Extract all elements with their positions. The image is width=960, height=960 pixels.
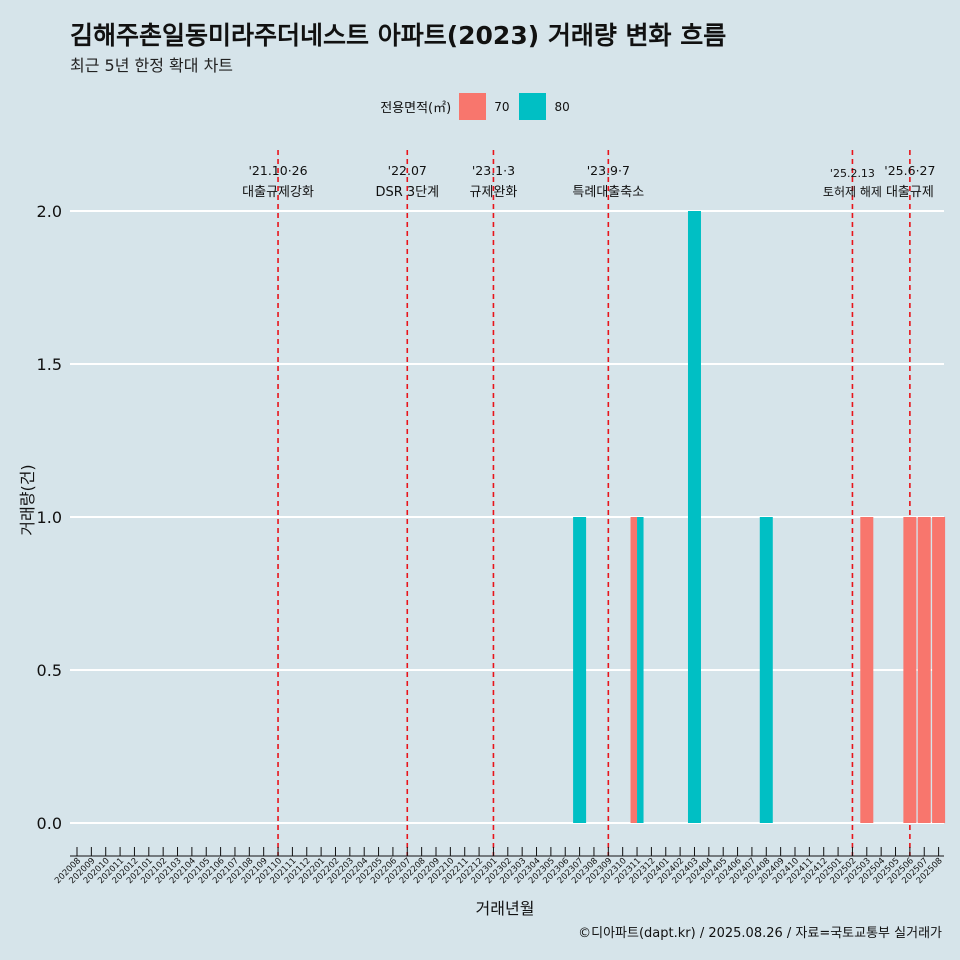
y-tick-label: 0.5 [37,661,62,680]
y-tick-label: 1.0 [37,508,62,527]
legend-label-80: 80 [554,99,570,114]
event-date: '21.10·26 [248,163,307,178]
event-date: '23.9·7 [587,163,630,178]
x-axis-label: 거래년월 [476,899,535,918]
y-tick-label: 0.0 [37,814,62,833]
bar-80-202311 [637,517,644,823]
event-date: '23.1·3 [472,163,515,178]
event-date: '22.07 [388,163,427,178]
event-label: 대출규제 [886,185,934,200]
legend: 전용면적(㎡) 70 80 [0,93,960,120]
chart-subtitle: 최근 5년 한정 확대 차트 [70,56,234,75]
event-label: DSR 3단계 [375,185,439,200]
bar-80-202408 [759,517,773,823]
event-label: 규제완화 [470,185,518,200]
event-label: 대출규제강화 [242,185,314,200]
event-label: 토허제 해제 [823,185,882,199]
bar-70-202311 [630,517,638,823]
source-caption: ©디아파트(dapt.kr) / 2025.08.26 / 자료=국토교통부 실… [578,926,942,941]
bar-70-202506 [903,517,917,823]
bar-70-202508 [932,517,946,823]
bar-80-202307 [573,517,587,823]
event-label: 특례대출축소 [572,185,644,200]
event-date: '25.6·27 [884,163,935,178]
legend-title: 전용면적(㎡) [380,101,452,116]
bar-70-202507 [917,517,931,823]
y-tick-label: 2.0 [37,202,62,221]
legend-swatch-70 [459,93,487,120]
y-axis-label: 거래량(건) [18,464,37,535]
event-date: '25.2.13 [830,167,875,180]
legend-item-70: 70 [459,93,509,120]
y-tick-label: 1.5 [37,355,62,374]
legend-swatch-80 [519,93,547,120]
bar-80-202403 [687,211,701,823]
bar-70-202503 [860,517,874,823]
legend-label-70: 70 [494,99,510,114]
chart-title: 김해주촌일동미라주더네스트 아파트(2023) 거래량 변화 흐름 [70,21,727,50]
legend-item-80: 80 [519,93,570,120]
